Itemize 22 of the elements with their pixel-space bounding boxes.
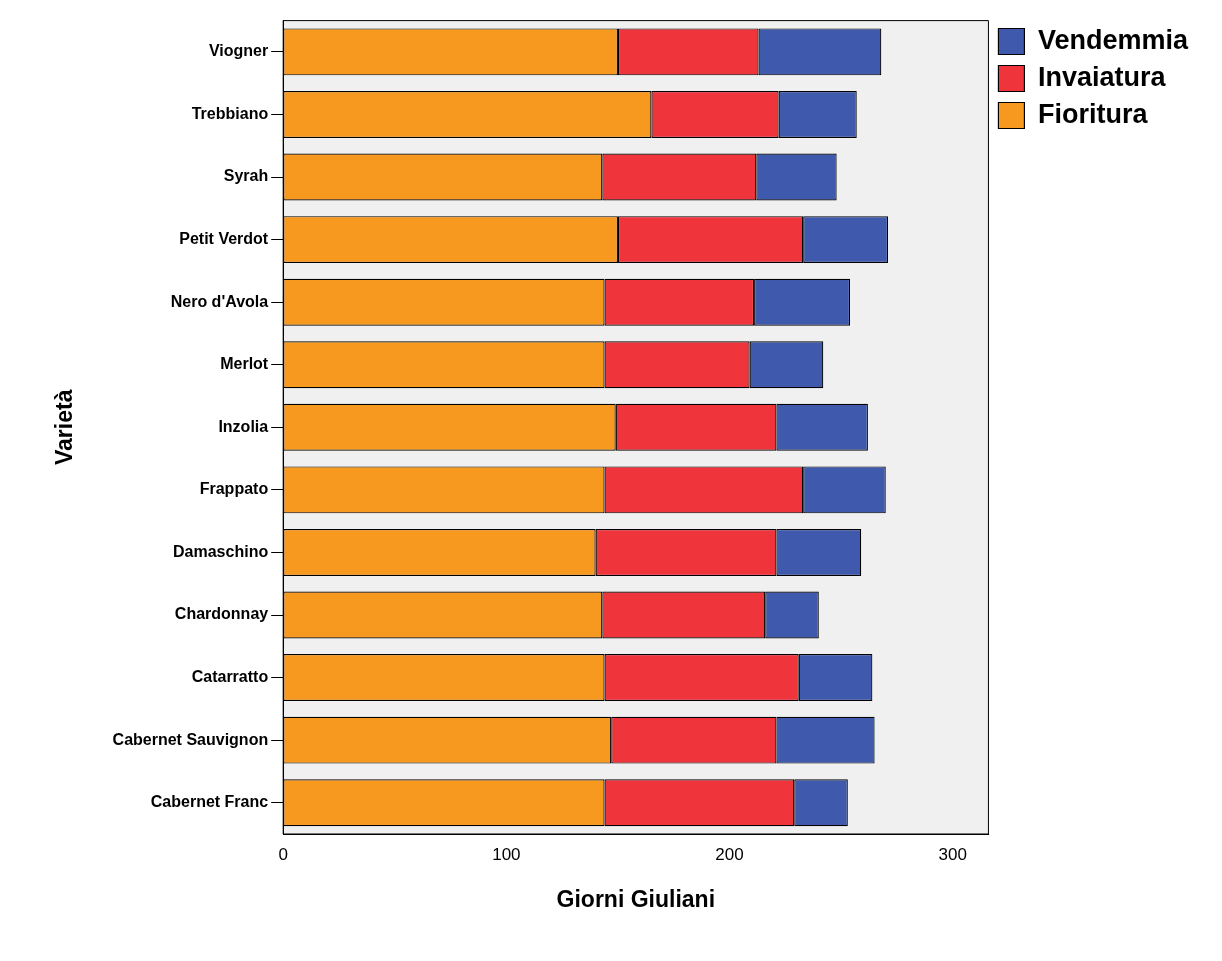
y-tick-label: Damaschino [173, 542, 269, 560]
x-tick-label: 300 [938, 844, 967, 864]
y-tick-label: Cabernet Franc [150, 793, 269, 811]
y-tick-label: Catarratto [191, 667, 269, 685]
y-tick-label: Viogner [208, 42, 269, 60]
x-tick-label: 100 [492, 844, 521, 864]
y-tick-label: Nero d'Avola [170, 292, 269, 310]
y-tick-label: Trebbiano [191, 104, 269, 122]
y-tick-label: Cabernet Sauvignon [112, 730, 269, 748]
legend-label: Vendemmia [1037, 24, 1189, 55]
x-tick-label: 0 [278, 844, 288, 864]
y-axis-title: Varietà [51, 389, 78, 466]
y-tick-label: Syrah [223, 167, 269, 185]
x-axis-title: Giorni Giuliani [556, 885, 716, 912]
y-tick-label: Petit Verdot [179, 230, 269, 247]
y-tick-label: Inzolia [218, 417, 269, 435]
y-tick-label: Chardonnay [174, 605, 269, 623]
legend-label: Invaiatura [1037, 61, 1167, 92]
x-tick-label: 200 [715, 844, 744, 864]
y-tick-label: Merlot [220, 355, 269, 373]
legend-label: Fioritura [1037, 98, 1149, 129]
y-tick-label: Frappato [199, 480, 269, 498]
